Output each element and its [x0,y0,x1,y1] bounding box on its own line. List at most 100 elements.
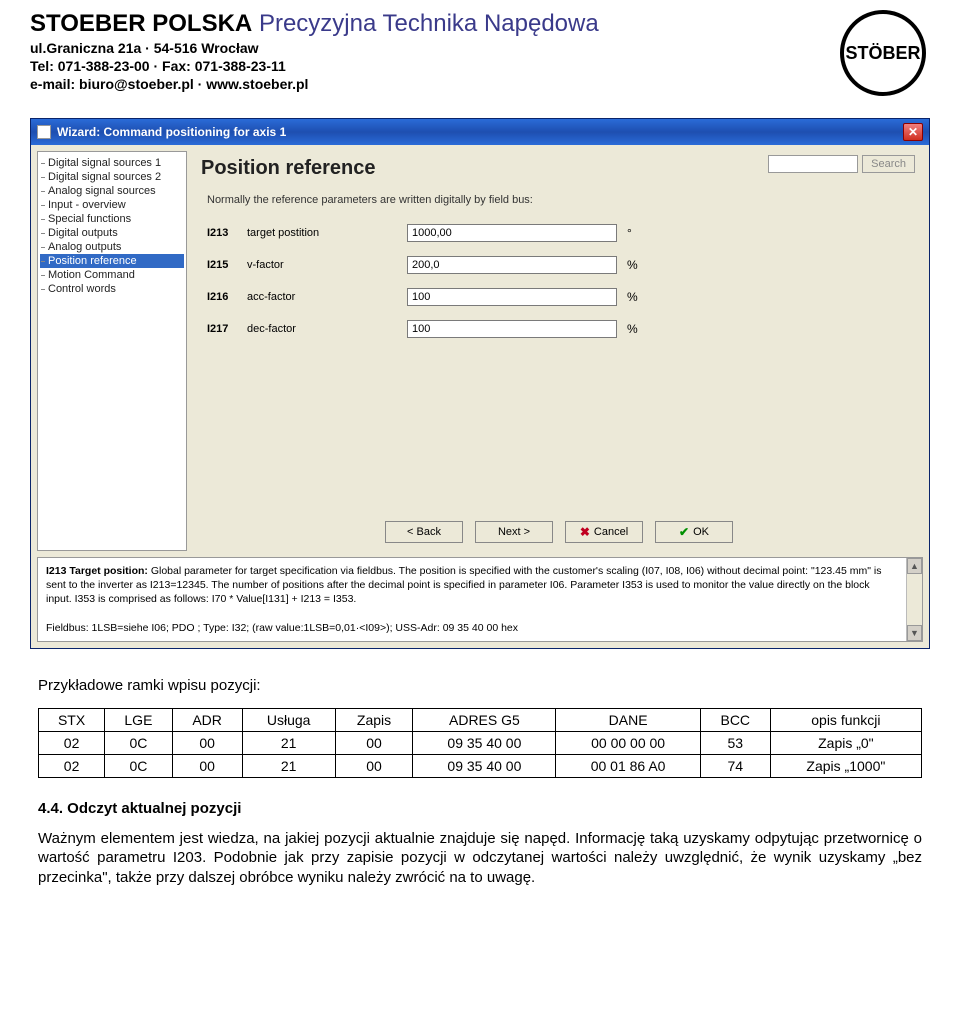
table-cell: 00 [335,754,413,777]
table-header: DANE [556,708,700,731]
param-label: target postition [247,227,407,239]
tree-item[interactable]: Digital signal sources 2 [40,170,184,184]
tree-item[interactable]: Digital signal sources 1 [40,156,184,170]
scroll-up-icon[interactable]: ▲ [907,558,922,574]
window-title: Wizard: Command positioning for axis 1 [57,125,286,139]
table-header: STX [39,708,105,731]
table-header: Zapis [335,708,413,731]
param-input[interactable] [407,256,617,274]
search-input[interactable] [768,155,858,173]
table-cell: Zapis „0" [770,731,921,754]
company-block: STOEBER POLSKA Precyzyjna Technika Napęd… [30,10,840,92]
table-cell: 21 [242,754,335,777]
main-pane: Search Position reference Normally the r… [195,151,923,551]
param-row: I216acc-factor% [207,288,913,306]
scroll-down-icon[interactable]: ▼ [907,625,922,641]
param-unit: % [627,258,638,272]
company-title: STOEBER POLSKA Precyzyjna Technika Napęd… [30,10,840,38]
param-row: I213target postition ° [207,224,913,242]
tree-item[interactable]: Motion Command [40,268,184,282]
help-text-1: Global parameter for target specificatio… [46,565,881,605]
table-cell: 09 35 40 00 [413,731,556,754]
table-cell: 02 [39,731,105,754]
table-cell: 00 00 00 00 [556,731,700,754]
ok-button[interactable]: ✔ OK [655,521,733,543]
param-unit: % [627,290,638,304]
table-row: 020C00210009 35 40 0000 01 86 A074Zapis … [39,754,922,777]
table-header: LGE [105,708,172,731]
search-row: Search [768,155,915,173]
wizard-window: Wizard: Command positioning for axis 1 ✕… [30,118,930,649]
param-input[interactable] [407,224,617,242]
table-cell: 00 [172,754,242,777]
logo: STÖBER [840,10,930,100]
table-cell: 74 [700,754,770,777]
section-4-4-paragraph: Ważnym elementem jest wiedza, na jakiej … [38,829,922,888]
param-label: v-factor [247,259,407,271]
param-code: I213 [207,227,247,239]
cancel-button[interactable]: ✖ Cancel [565,521,643,543]
param-unit: ° [627,226,632,240]
table-header: opis funkcji [770,708,921,731]
help-bold: I213 Target position: [46,565,148,577]
next-button[interactable]: Next > [475,521,553,543]
table-cell: 0C [105,754,172,777]
param-input[interactable] [407,288,617,306]
email-line: e-mail: biuro@stoeber.pl · www.stoeber.p… [30,76,840,92]
table-header: ADRES G5 [413,708,556,731]
tree-item[interactable]: Analog signal sources [40,184,184,198]
table-cell: 00 [335,731,413,754]
table-cell: 0C [105,731,172,754]
tree-pane: Digital signal sources 1Digital signal s… [37,151,187,551]
param-code: I215 [207,259,247,271]
body-intro: Przykładowe ramki wpisu pozycji: [38,677,922,694]
table-cell: Zapis „1000" [770,754,921,777]
panel-description: Normally the reference parameters are wr… [207,194,913,206]
close-button[interactable]: ✕ [903,123,923,141]
table-header: Usługa [242,708,335,731]
table-cell: 02 [39,754,105,777]
help-text-2: Fieldbus: 1LSB=siehe I06; PDO ; Type: I3… [46,622,518,634]
page-header: STOEBER POLSKA Precyzyjna Technika Napęd… [30,10,930,100]
param-label: dec-factor [247,323,407,335]
window-icon [37,125,51,139]
param-input[interactable] [407,320,617,338]
table-cell: 00 01 86 A0 [556,754,700,777]
tree-item[interactable]: Special functions [40,212,184,226]
param-code: I217 [207,323,247,335]
button-row: < Back Next > ✖ Cancel ✔ OK [195,521,923,543]
help-scrollbar[interactable]: ▲ ▼ [906,558,922,641]
company-name-bold: STOEBER POLSKA [30,10,252,37]
param-unit: % [627,322,638,336]
param-code: I216 [207,291,247,303]
logo-text: STÖBER [840,10,926,96]
cancel-icon: ✖ [580,525,590,539]
titlebar: Wizard: Command positioning for axis 1 ✕ [31,119,929,145]
section-4-4-heading: 4.4. Odczyt aktualnej pozycji [38,800,922,817]
back-button[interactable]: < Back [385,521,463,543]
table-cell: 09 35 40 00 [413,754,556,777]
table-row: 020C00210009 35 40 0000 00 00 0053Zapis … [39,731,922,754]
body-section: Przykładowe ramki wpisu pozycji: STXLGEA… [30,677,930,888]
company-subtitle: Precyzyjna Technika Napędowa [259,10,599,37]
table-header: ADR [172,708,242,731]
param-row: I217dec-factor% [207,320,913,338]
search-button[interactable]: Search [862,155,915,173]
ok-label: OK [693,526,709,538]
table-cell: 21 [242,731,335,754]
tree-item[interactable]: Input - overview [40,198,184,212]
frame-table: STXLGEADRUsługaZapisADRES G5DANEBCCopis … [38,708,922,778]
tree-item[interactable]: Digital outputs [40,226,184,240]
address-line: ul.Graniczna 21a · 54-516 Wrocław [30,40,840,56]
help-pane: I213 Target position: Global parameter f… [37,557,923,642]
tree-item[interactable]: Control words [40,282,184,296]
table-header: BCC [700,708,770,731]
ok-icon: ✔ [679,525,689,539]
cancel-label: Cancel [594,526,628,538]
table-cell: 00 [172,731,242,754]
param-label: acc-factor [247,291,407,303]
tree-item[interactable]: Position reference [40,254,184,268]
param-row: I215v-factor% [207,256,913,274]
tel-line: Tel: 071-388-23-00 · Fax: 071-388-23-11 [30,58,840,74]
tree-item[interactable]: Analog outputs [40,240,184,254]
